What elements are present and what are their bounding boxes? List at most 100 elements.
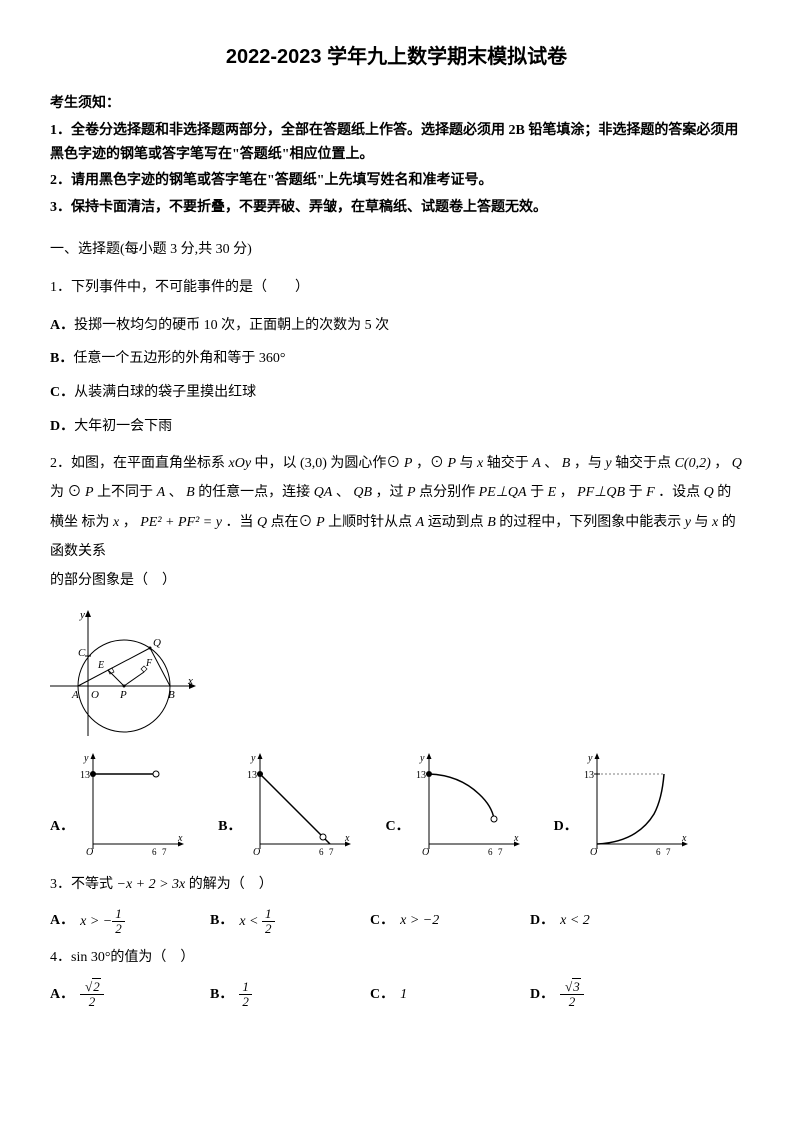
opt-label: D． xyxy=(530,909,554,933)
q2-t: 上顺时针从点 xyxy=(328,515,412,530)
opt-label: B． xyxy=(210,983,233,1007)
q2-x2: x xyxy=(113,515,119,530)
q2-diagram: A B C O P Q E F x y xyxy=(50,606,200,741)
q2-Q2: Q xyxy=(704,485,714,500)
question-1: 1．下列事件中，不可能事件的是（ ） xyxy=(50,276,743,300)
q2-eq: PE² + PF² = y xyxy=(140,515,222,530)
xtick: 6 xyxy=(152,847,157,857)
q4-opt-a: A． 2 2 xyxy=(50,980,210,1010)
x: x xyxy=(177,833,183,844)
lbl-F: F xyxy=(145,658,153,669)
q2-Q3: Q xyxy=(257,515,267,530)
q2-C: C(0,2) xyxy=(675,456,711,471)
q2-t: 为圆心作⊙ xyxy=(330,456,400,471)
q2-P4: P xyxy=(407,485,416,500)
lbl-O: O xyxy=(91,689,99,701)
q2-opt-d-label: D． xyxy=(554,815,578,839)
q2-P: P xyxy=(404,456,413,471)
q3-opt-b: B． x < 12 xyxy=(210,907,370,937)
rad: 2 xyxy=(92,978,101,994)
xtick: 7 xyxy=(329,847,334,857)
y: y xyxy=(250,753,256,764)
q2-opt-c-label: C． xyxy=(385,815,409,839)
q2-t: 为 xyxy=(50,485,64,500)
den: 2 xyxy=(112,922,125,936)
q2-t: 运动到点 xyxy=(428,515,484,530)
q4-options: A． 2 2 B． 1 2 C． 1 D． 3 2 xyxy=(50,980,743,1010)
den: 2 xyxy=(262,922,275,936)
q2-A3: A xyxy=(416,515,425,530)
q2-Q: Q xyxy=(732,456,742,471)
q2-B3: B xyxy=(487,515,496,530)
ytick: 13 xyxy=(80,770,90,781)
q1-c: C．从装满白球的袋子里摸出红球 xyxy=(50,381,743,405)
q3-stem-a: 3．不等式 xyxy=(50,877,113,892)
q2-graph-d: 13 6 7 O x y xyxy=(582,749,692,859)
q2-xoy: xOy xyxy=(229,456,252,471)
q2-t: 于 xyxy=(530,485,544,500)
ytick: 13 xyxy=(247,770,257,781)
lbl-Q: Q xyxy=(153,637,161,649)
xtick: 6 xyxy=(656,847,661,857)
q2-P5: P xyxy=(316,515,325,530)
q2-t: 上不同于 xyxy=(97,485,153,500)
q1-b: B．任意一个五边形的外角和等于 360° xyxy=(50,347,743,371)
q4-opt-b: B． 1 2 xyxy=(210,980,370,1010)
y: y xyxy=(83,753,89,764)
q2-E: E xyxy=(548,485,557,500)
O: O xyxy=(590,847,597,858)
num: 1 xyxy=(112,907,125,922)
O: O xyxy=(86,847,93,858)
den: 2 xyxy=(566,995,579,1009)
q2-t: 、 xyxy=(544,456,558,471)
section-heading: 一、选择题(每小题 3 分,共 30 分) xyxy=(50,238,743,262)
q2-t: ， xyxy=(560,485,574,500)
q2-A2: A xyxy=(157,485,166,500)
x: x xyxy=(681,833,687,844)
rad: 3 xyxy=(572,978,581,994)
q3-a-exp: x > −12 xyxy=(80,907,125,937)
xtick: 7 xyxy=(162,847,167,857)
q2-A: A xyxy=(532,456,541,471)
q2-t: ，过 xyxy=(376,485,404,500)
notice-line: 2．请用黑色字迹的钢笔或答字笔在"答题纸"上先填写姓名和准考证号。 xyxy=(50,169,743,193)
y: y xyxy=(587,753,593,764)
q2-graph-c: 13 6 7 O x y xyxy=(414,749,524,859)
question-4: 4．sin 30°的值为（ ） xyxy=(50,946,743,970)
q3-c-exp: x > −2 xyxy=(400,909,439,933)
opt-label: C． xyxy=(370,983,394,1007)
opt-label: A． xyxy=(50,909,74,933)
q2-graph-a: 13 6 7 O x y xyxy=(78,749,188,859)
q2-x: x xyxy=(477,456,483,471)
q2-B: B xyxy=(562,456,571,471)
xtick: 6 xyxy=(319,847,324,857)
q3-opt-c: C． x > −2 xyxy=(370,909,530,933)
q2-PEQA: PE⊥QA xyxy=(479,485,527,500)
question-3: 3．不等式 −x + 2 > 3x 的解为（ ） xyxy=(50,873,743,897)
x: x xyxy=(513,833,519,844)
num: 1 xyxy=(239,980,252,995)
q2-t: 与 xyxy=(460,456,474,471)
q1-stem: 1．下列事件中，不可能事件的是（ ） xyxy=(50,276,743,300)
q2-t: 点分别作 xyxy=(419,485,475,500)
q2-t: 、 xyxy=(336,485,350,500)
q4-c-val: 1 xyxy=(400,983,407,1007)
q2-t: ⊙ xyxy=(68,485,82,500)
q2-t: 的任意一点，连接 xyxy=(198,485,310,500)
q2-t: ， xyxy=(714,456,728,471)
q2-P3: P xyxy=(85,485,94,500)
q4-opt-d: D． 3 2 xyxy=(530,980,690,1010)
q2-PFQB: PF⊥QB xyxy=(577,485,625,500)
q2-t: 标为 xyxy=(82,515,110,530)
xtick: 7 xyxy=(498,847,503,857)
page-title: 2022-2023 学年九上数学期末模拟试卷 xyxy=(50,40,743,74)
q2-opt-b-label: B． xyxy=(218,815,241,839)
ytick: 13 xyxy=(584,770,594,781)
q2-t: 的部分图象是（ ） xyxy=(50,566,743,595)
q2-y: y xyxy=(605,456,611,471)
q2-t: 于 xyxy=(629,485,643,500)
q2-x3: x xyxy=(712,515,718,530)
q2-t: 中，以 xyxy=(255,456,297,471)
pre: x > − xyxy=(80,914,112,929)
q3-opt-a: A． x > −12 xyxy=(50,907,210,937)
